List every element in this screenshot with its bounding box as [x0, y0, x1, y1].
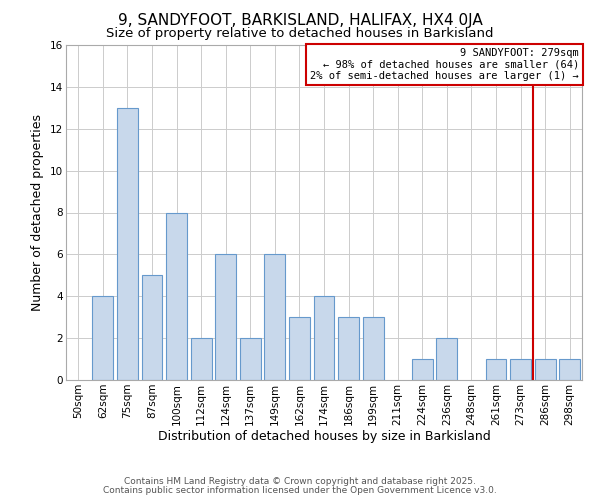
Bar	[314, 296, 334, 380]
Bar	[92, 296, 113, 380]
Y-axis label: Number of detached properties: Number of detached properties	[31, 114, 44, 311]
Bar	[362, 317, 383, 380]
Bar	[338, 317, 359, 380]
Bar	[240, 338, 261, 380]
Bar	[559, 359, 580, 380]
Text: Size of property relative to detached houses in Barkisland: Size of property relative to detached ho…	[106, 28, 494, 40]
Bar	[191, 338, 212, 380]
Bar	[117, 108, 138, 380]
Bar	[142, 276, 163, 380]
Bar	[166, 212, 187, 380]
Text: Contains HM Land Registry data © Crown copyright and database right 2025.: Contains HM Land Registry data © Crown c…	[124, 477, 476, 486]
X-axis label: Distribution of detached houses by size in Barkisland: Distribution of detached houses by size …	[158, 430, 490, 444]
Bar	[265, 254, 286, 380]
Bar	[485, 359, 506, 380]
Text: 9 SANDYFOOT: 279sqm
← 98% of detached houses are smaller (64)
2% of semi-detache: 9 SANDYFOOT: 279sqm ← 98% of detached ho…	[310, 48, 579, 81]
Bar	[436, 338, 457, 380]
Text: 9, SANDYFOOT, BARKISLAND, HALIFAX, HX4 0JA: 9, SANDYFOOT, BARKISLAND, HALIFAX, HX4 0…	[118, 12, 482, 28]
Bar	[510, 359, 531, 380]
Text: Contains public sector information licensed under the Open Government Licence v3: Contains public sector information licen…	[103, 486, 497, 495]
Bar	[412, 359, 433, 380]
Bar	[215, 254, 236, 380]
Bar	[289, 317, 310, 380]
Bar	[535, 359, 556, 380]
